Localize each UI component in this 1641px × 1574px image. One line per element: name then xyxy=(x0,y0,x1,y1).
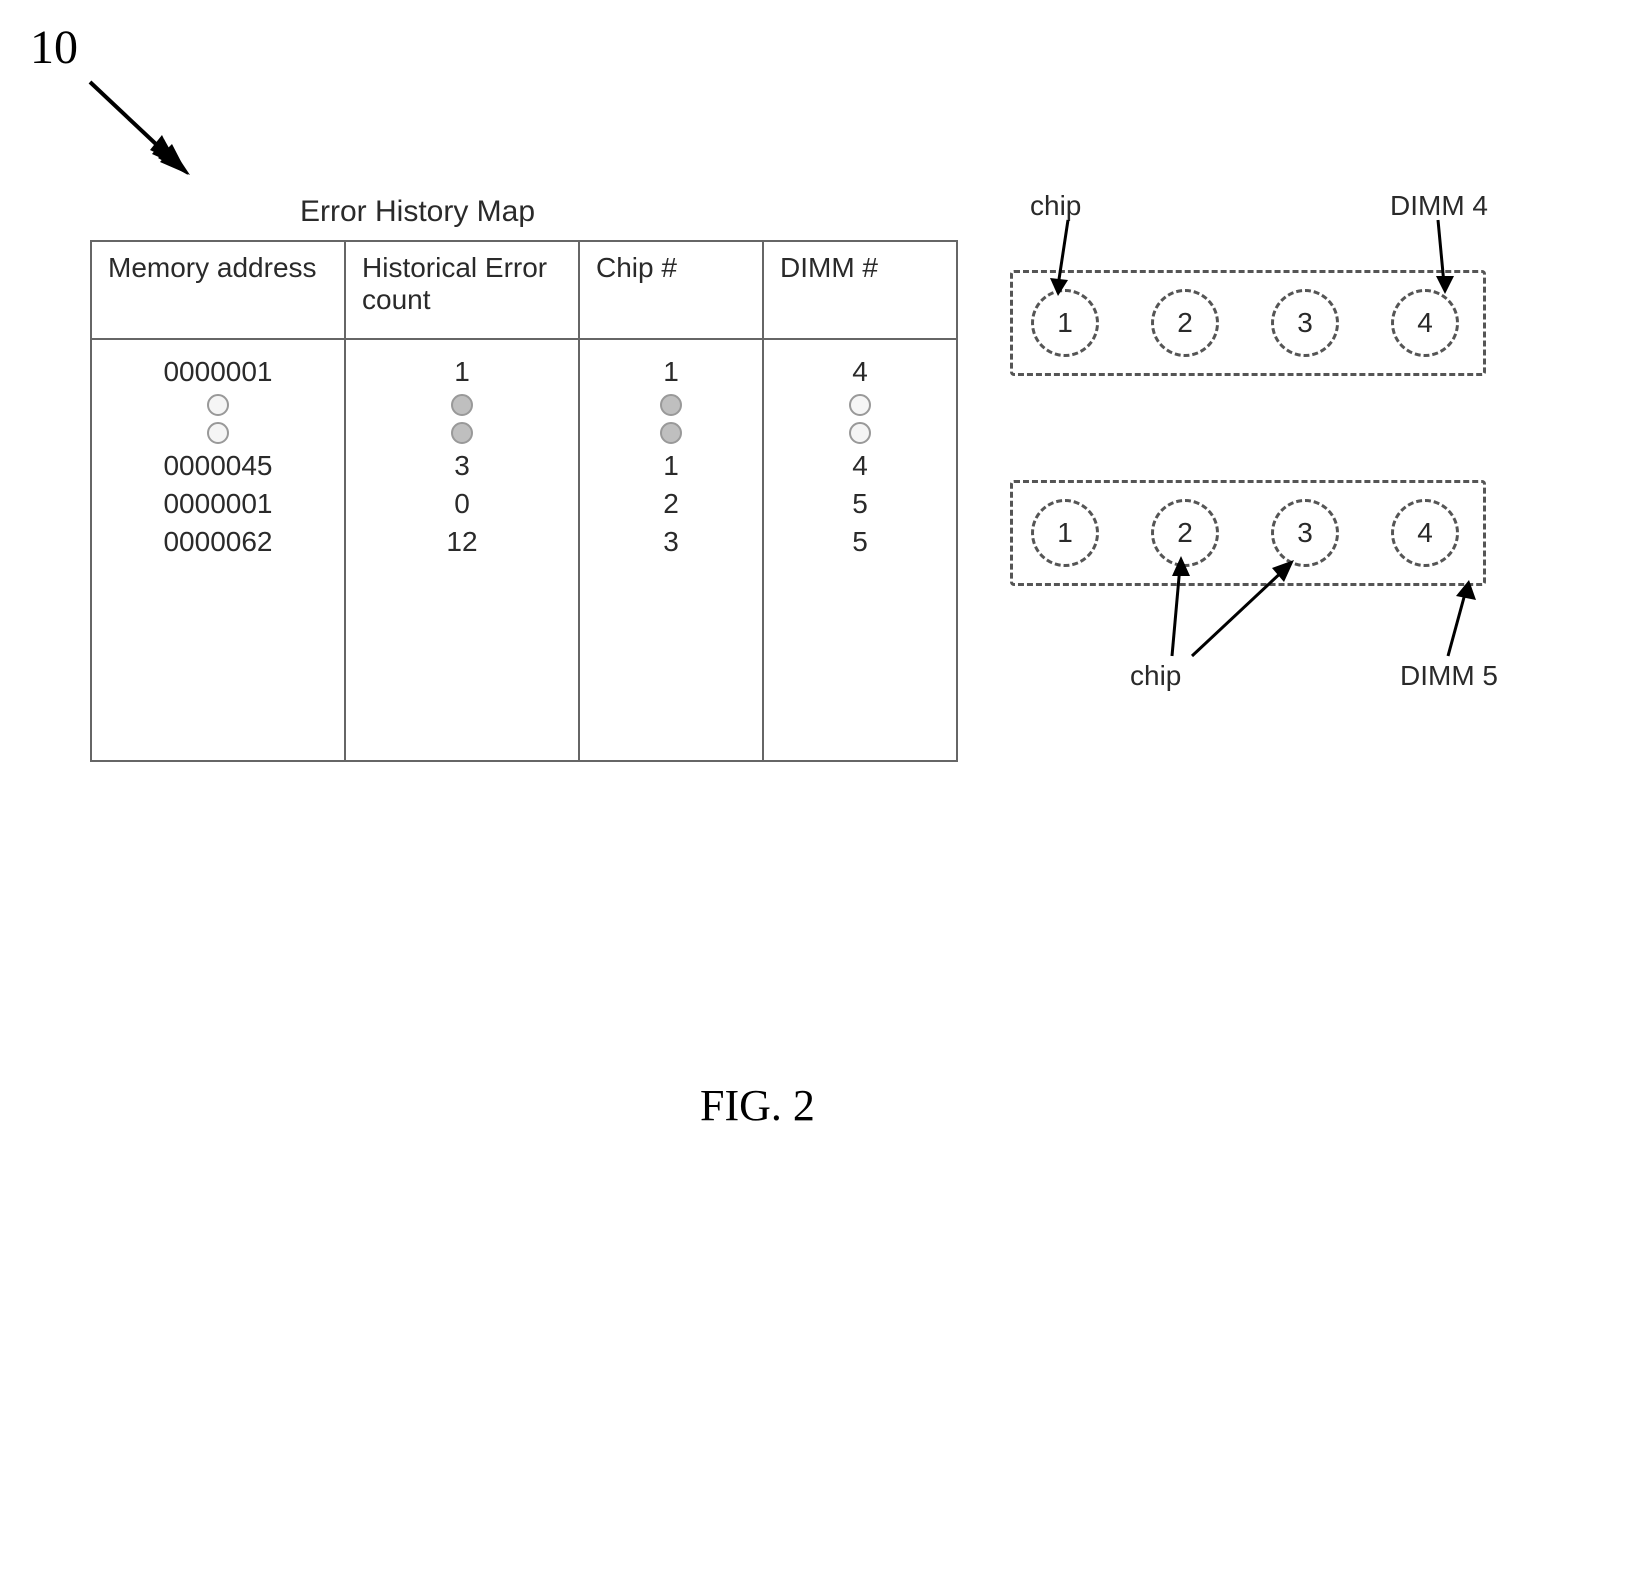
dimm5-arrows xyxy=(0,0,1641,800)
figure-caption: FIG. 2 xyxy=(700,1080,815,1131)
